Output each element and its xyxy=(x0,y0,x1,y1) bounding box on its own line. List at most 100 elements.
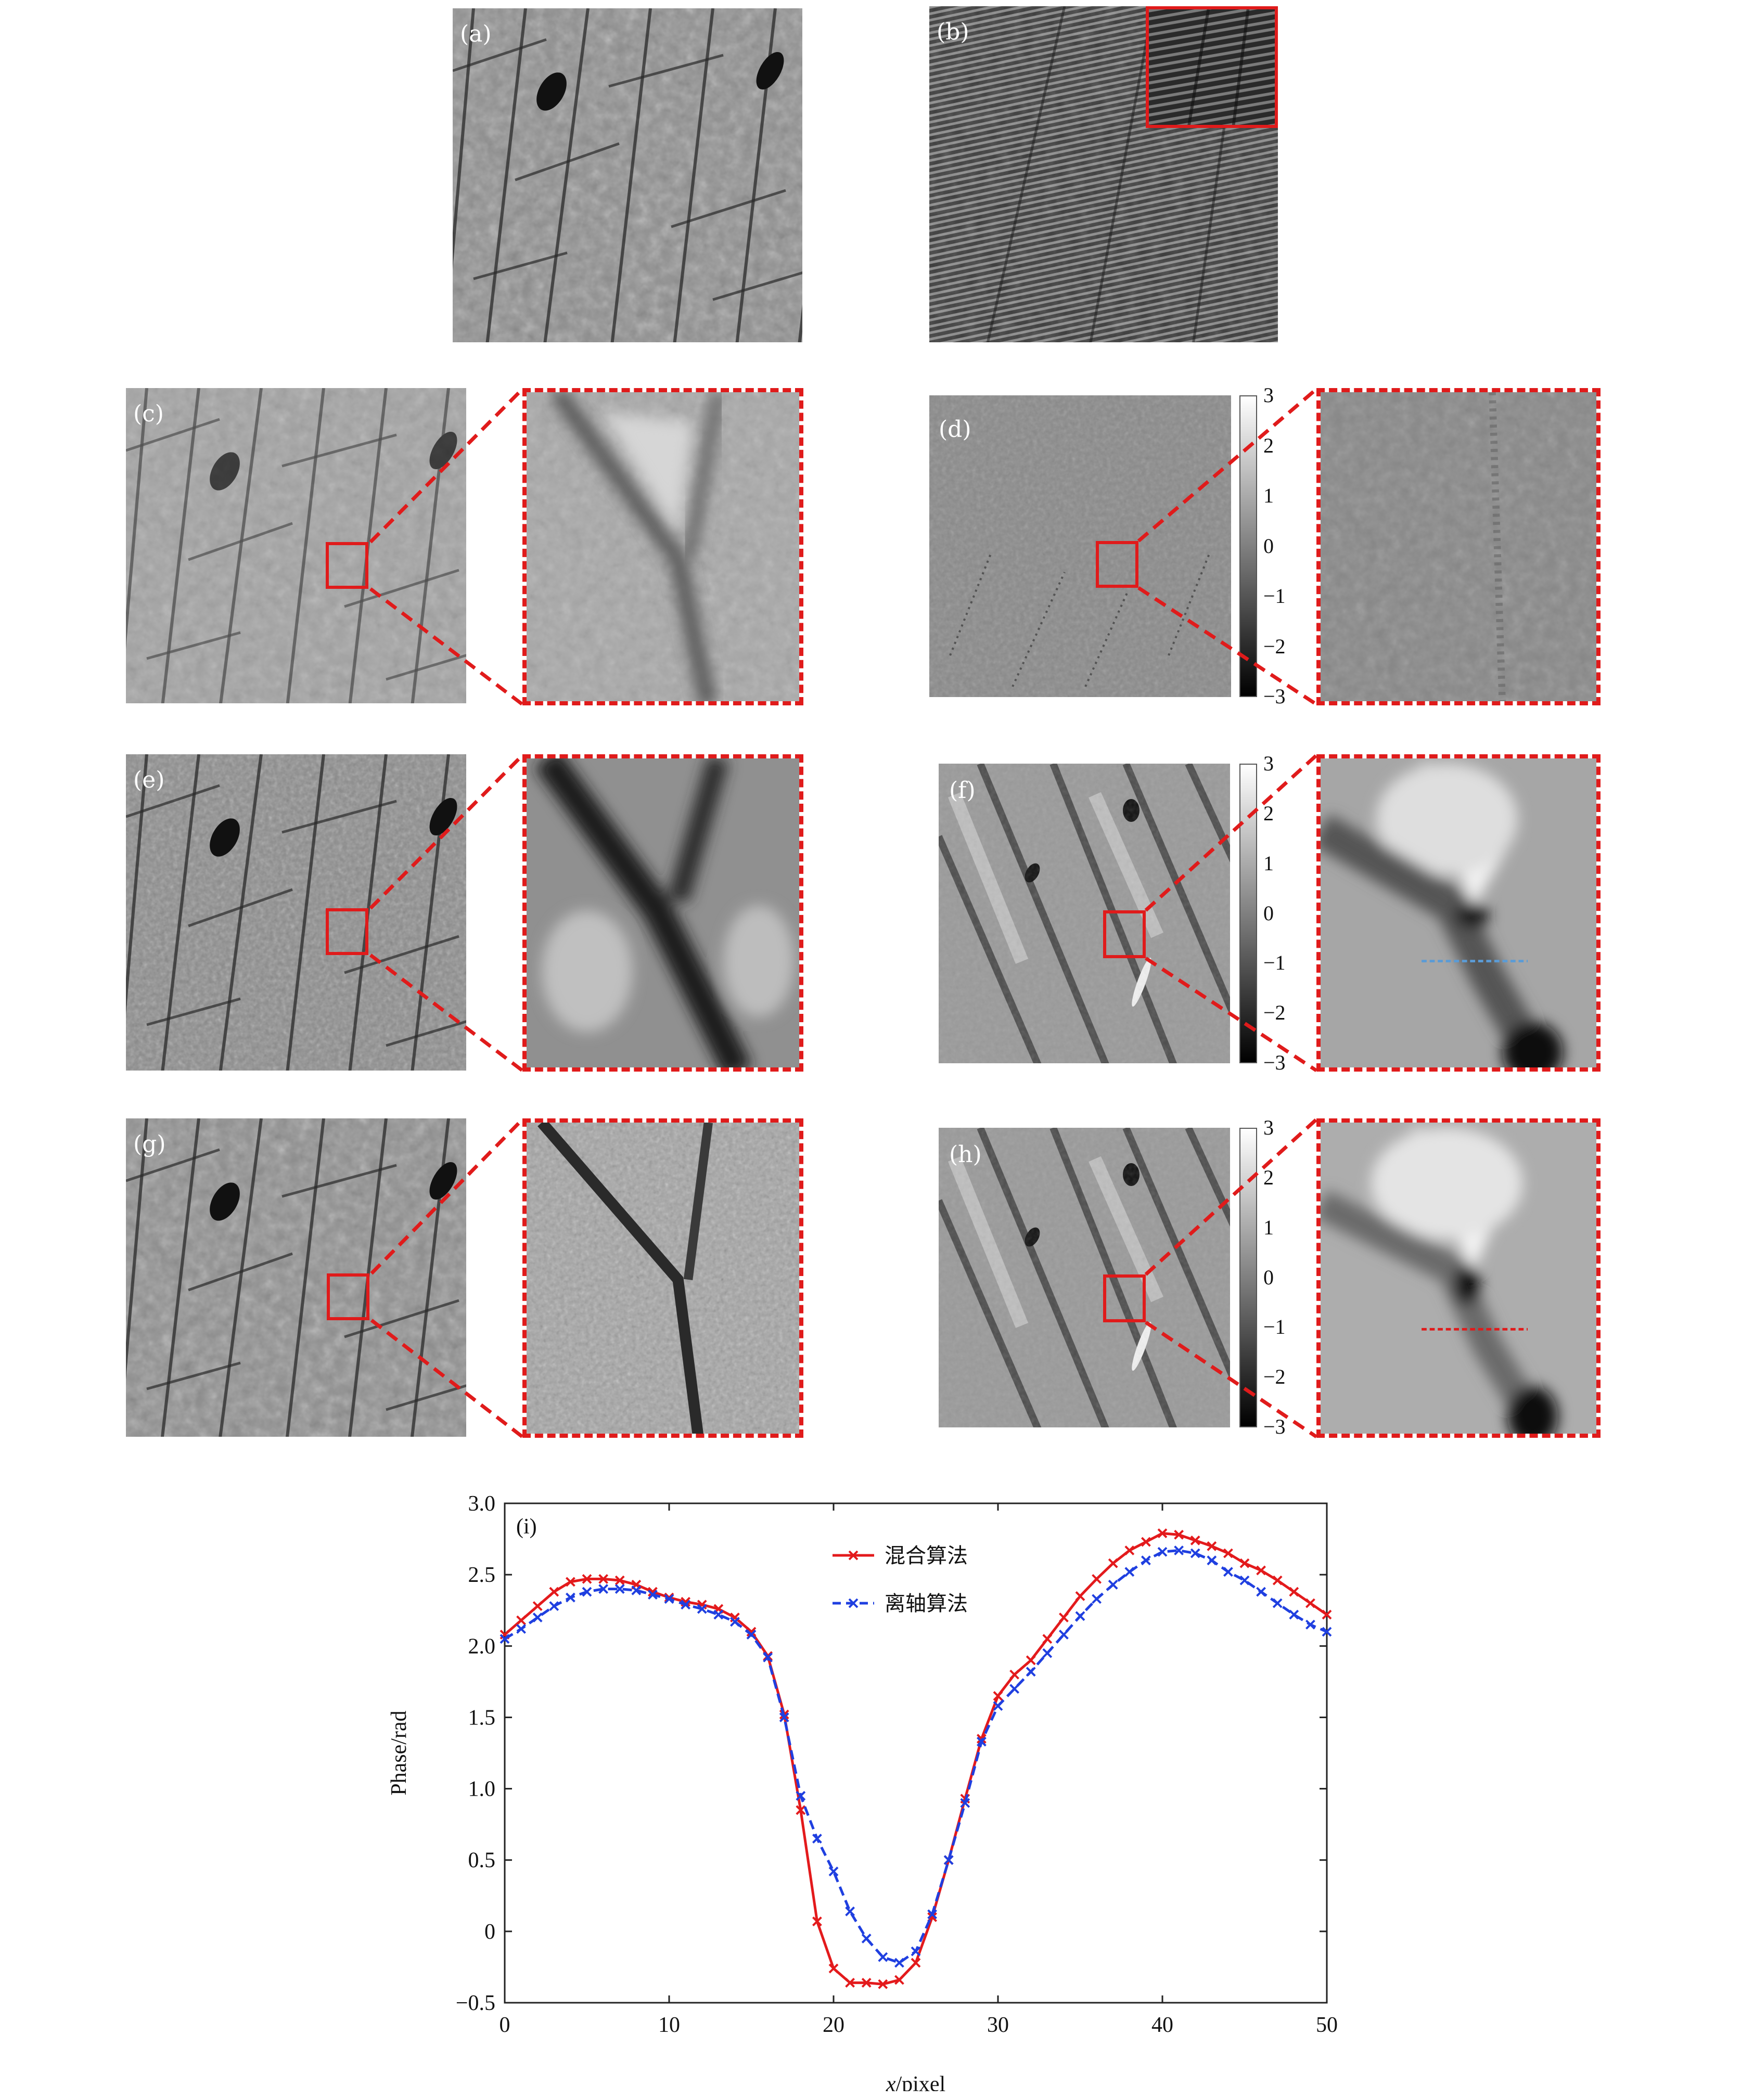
series-1-point xyxy=(976,1736,987,1747)
y-tick-label: 2.5 xyxy=(468,1563,496,1587)
y-tick-label: 1.5 xyxy=(468,1706,496,1730)
series-0-point xyxy=(993,1691,1003,1701)
y-axis: −0.5 0 0.5 1.0 1.5 2.0 2.5 3.0 xyxy=(456,1492,1327,2015)
series-0-point xyxy=(1042,1634,1053,1644)
y-tick-label: 3.0 xyxy=(468,1492,496,1516)
series-1-point xyxy=(746,1629,757,1640)
series-1-point xyxy=(1058,1629,1069,1640)
series-0-point xyxy=(1239,1558,1250,1568)
panel-label-h: (h) xyxy=(949,1141,982,1168)
series-1-point xyxy=(631,1585,642,1595)
series-1-point xyxy=(1190,1548,1200,1558)
colorbar-tick: 2 xyxy=(1263,433,1274,457)
colorbar-gradient xyxy=(1239,764,1257,1063)
legend-label-1: 离轴算法 xyxy=(885,1592,968,1616)
series-1-point xyxy=(500,1634,510,1644)
series-0-point xyxy=(796,1805,806,1815)
panel-e: (e) xyxy=(126,754,466,1071)
series-0-point xyxy=(582,1574,592,1584)
legend-marker-red xyxy=(848,1550,859,1561)
colorbar-f: 3 2 1 0 −1 −2 −3 xyxy=(1239,753,1291,1073)
series-1-point xyxy=(1322,1627,1332,1637)
series-0-point xyxy=(1272,1575,1283,1586)
microscope-image-a xyxy=(453,8,802,342)
series-1-point xyxy=(993,1701,1003,1711)
colorbar-tick: −1 xyxy=(1263,584,1286,608)
series-1-point xyxy=(647,1590,658,1600)
y-axis-label: Phase/rad xyxy=(387,1710,411,1795)
x-tick-label: 0 xyxy=(500,2013,510,2037)
panel-d: (d) xyxy=(929,395,1231,697)
colorbar-tick: 3 xyxy=(1263,383,1274,407)
x-tick-label: 40 xyxy=(1151,2013,1173,2037)
panel-label-i: (i) xyxy=(516,1515,537,1539)
phase-image-h xyxy=(939,1128,1230,1427)
plot-area xyxy=(504,1502,1328,2004)
x-tick-label: 30 xyxy=(987,2013,1009,2037)
roi-box-h xyxy=(1103,1274,1146,1322)
phase-image-f xyxy=(939,764,1230,1063)
series-0-point xyxy=(1223,1548,1233,1558)
colorbar-tick: 2 xyxy=(1263,1165,1274,1189)
panel-label-a: (a) xyxy=(460,21,492,47)
series-1-point xyxy=(1174,1545,1184,1555)
colorbar-tick: 3 xyxy=(1263,752,1274,775)
colorbar-tick: −2 xyxy=(1263,1001,1286,1025)
x-tick-label: 50 xyxy=(1316,2013,1338,2037)
series-1-point xyxy=(1092,1594,1102,1604)
series-0-point xyxy=(1256,1565,1266,1576)
y-tick-label: 2.0 xyxy=(468,1634,496,1658)
series-0-point xyxy=(516,1615,527,1626)
legend: 混合算法 离轴算法 xyxy=(833,1544,968,1616)
series-0-point xyxy=(1092,1574,1102,1584)
series-0-point xyxy=(1009,1669,1020,1680)
x-axis: 0 10 20 30 40 50 xyxy=(500,1503,1338,2037)
series-0-point xyxy=(1124,1545,1135,1555)
series-1-point xyxy=(779,1712,789,1722)
series-1-point xyxy=(1272,1598,1283,1608)
series-1-point xyxy=(598,1584,609,1594)
series-1-point xyxy=(861,1934,872,1943)
colorbar-tick: −1 xyxy=(1263,1315,1286,1339)
series-1-point xyxy=(763,1652,773,1663)
series-0-point xyxy=(1305,1598,1315,1608)
panel-f: (f) xyxy=(939,764,1230,1063)
x-tick-label: 20 xyxy=(823,2013,844,2037)
phase-profile-chart: (i) 0 10 20 30 40 50 −0.500.51.01.52.02.53.0 … xyxy=(387,1492,1338,2091)
series-0-point xyxy=(1322,1609,1332,1620)
panel-label-d: (d) xyxy=(939,416,971,443)
panel-label-f: (f) xyxy=(949,777,976,804)
roi-box-f xyxy=(1103,910,1146,958)
series-1-point xyxy=(878,1952,888,1962)
colorbar-tick: 2 xyxy=(1263,801,1274,825)
legend-label-0: 混合算法 xyxy=(885,1544,968,1568)
zoom-h xyxy=(1316,1118,1601,1438)
roi-box-g xyxy=(327,1273,369,1320)
colorbar-tick: 0 xyxy=(1263,534,1274,558)
series-1-point xyxy=(615,1584,625,1594)
colorbar-tick: −3 xyxy=(1263,685,1286,708)
series-1-point xyxy=(1157,1547,1168,1557)
series-0-point xyxy=(1190,1535,1200,1545)
zoom-c xyxy=(522,388,803,705)
series-1-point xyxy=(812,1834,822,1844)
series-0-point xyxy=(812,1916,822,1927)
series-0-point xyxy=(861,1978,872,1988)
series-1-point xyxy=(1108,1579,1118,1590)
colorbar-h: 3 2 1 0 −1 −2 −3 xyxy=(1239,1117,1291,1437)
colorbar-tick: −3 xyxy=(1263,1051,1286,1074)
series-0-point xyxy=(746,1627,757,1637)
zoom-e xyxy=(522,754,803,1072)
series-1-point xyxy=(1305,1619,1315,1630)
series-1-point xyxy=(894,1957,904,1968)
series-1-point xyxy=(1009,1684,1020,1694)
series-layer xyxy=(500,1528,1332,1989)
series-1-point xyxy=(1026,1667,1036,1677)
series-1-point xyxy=(911,1946,921,1956)
series-0-point xyxy=(1157,1528,1168,1539)
series-0-point xyxy=(828,1963,839,1974)
colorbar-d: 3 2 1 0 −1 −2 −3 xyxy=(1239,385,1291,707)
series-1-point xyxy=(1207,1555,1217,1566)
series-1-point xyxy=(565,1592,575,1603)
series-1-point xyxy=(1124,1567,1135,1577)
